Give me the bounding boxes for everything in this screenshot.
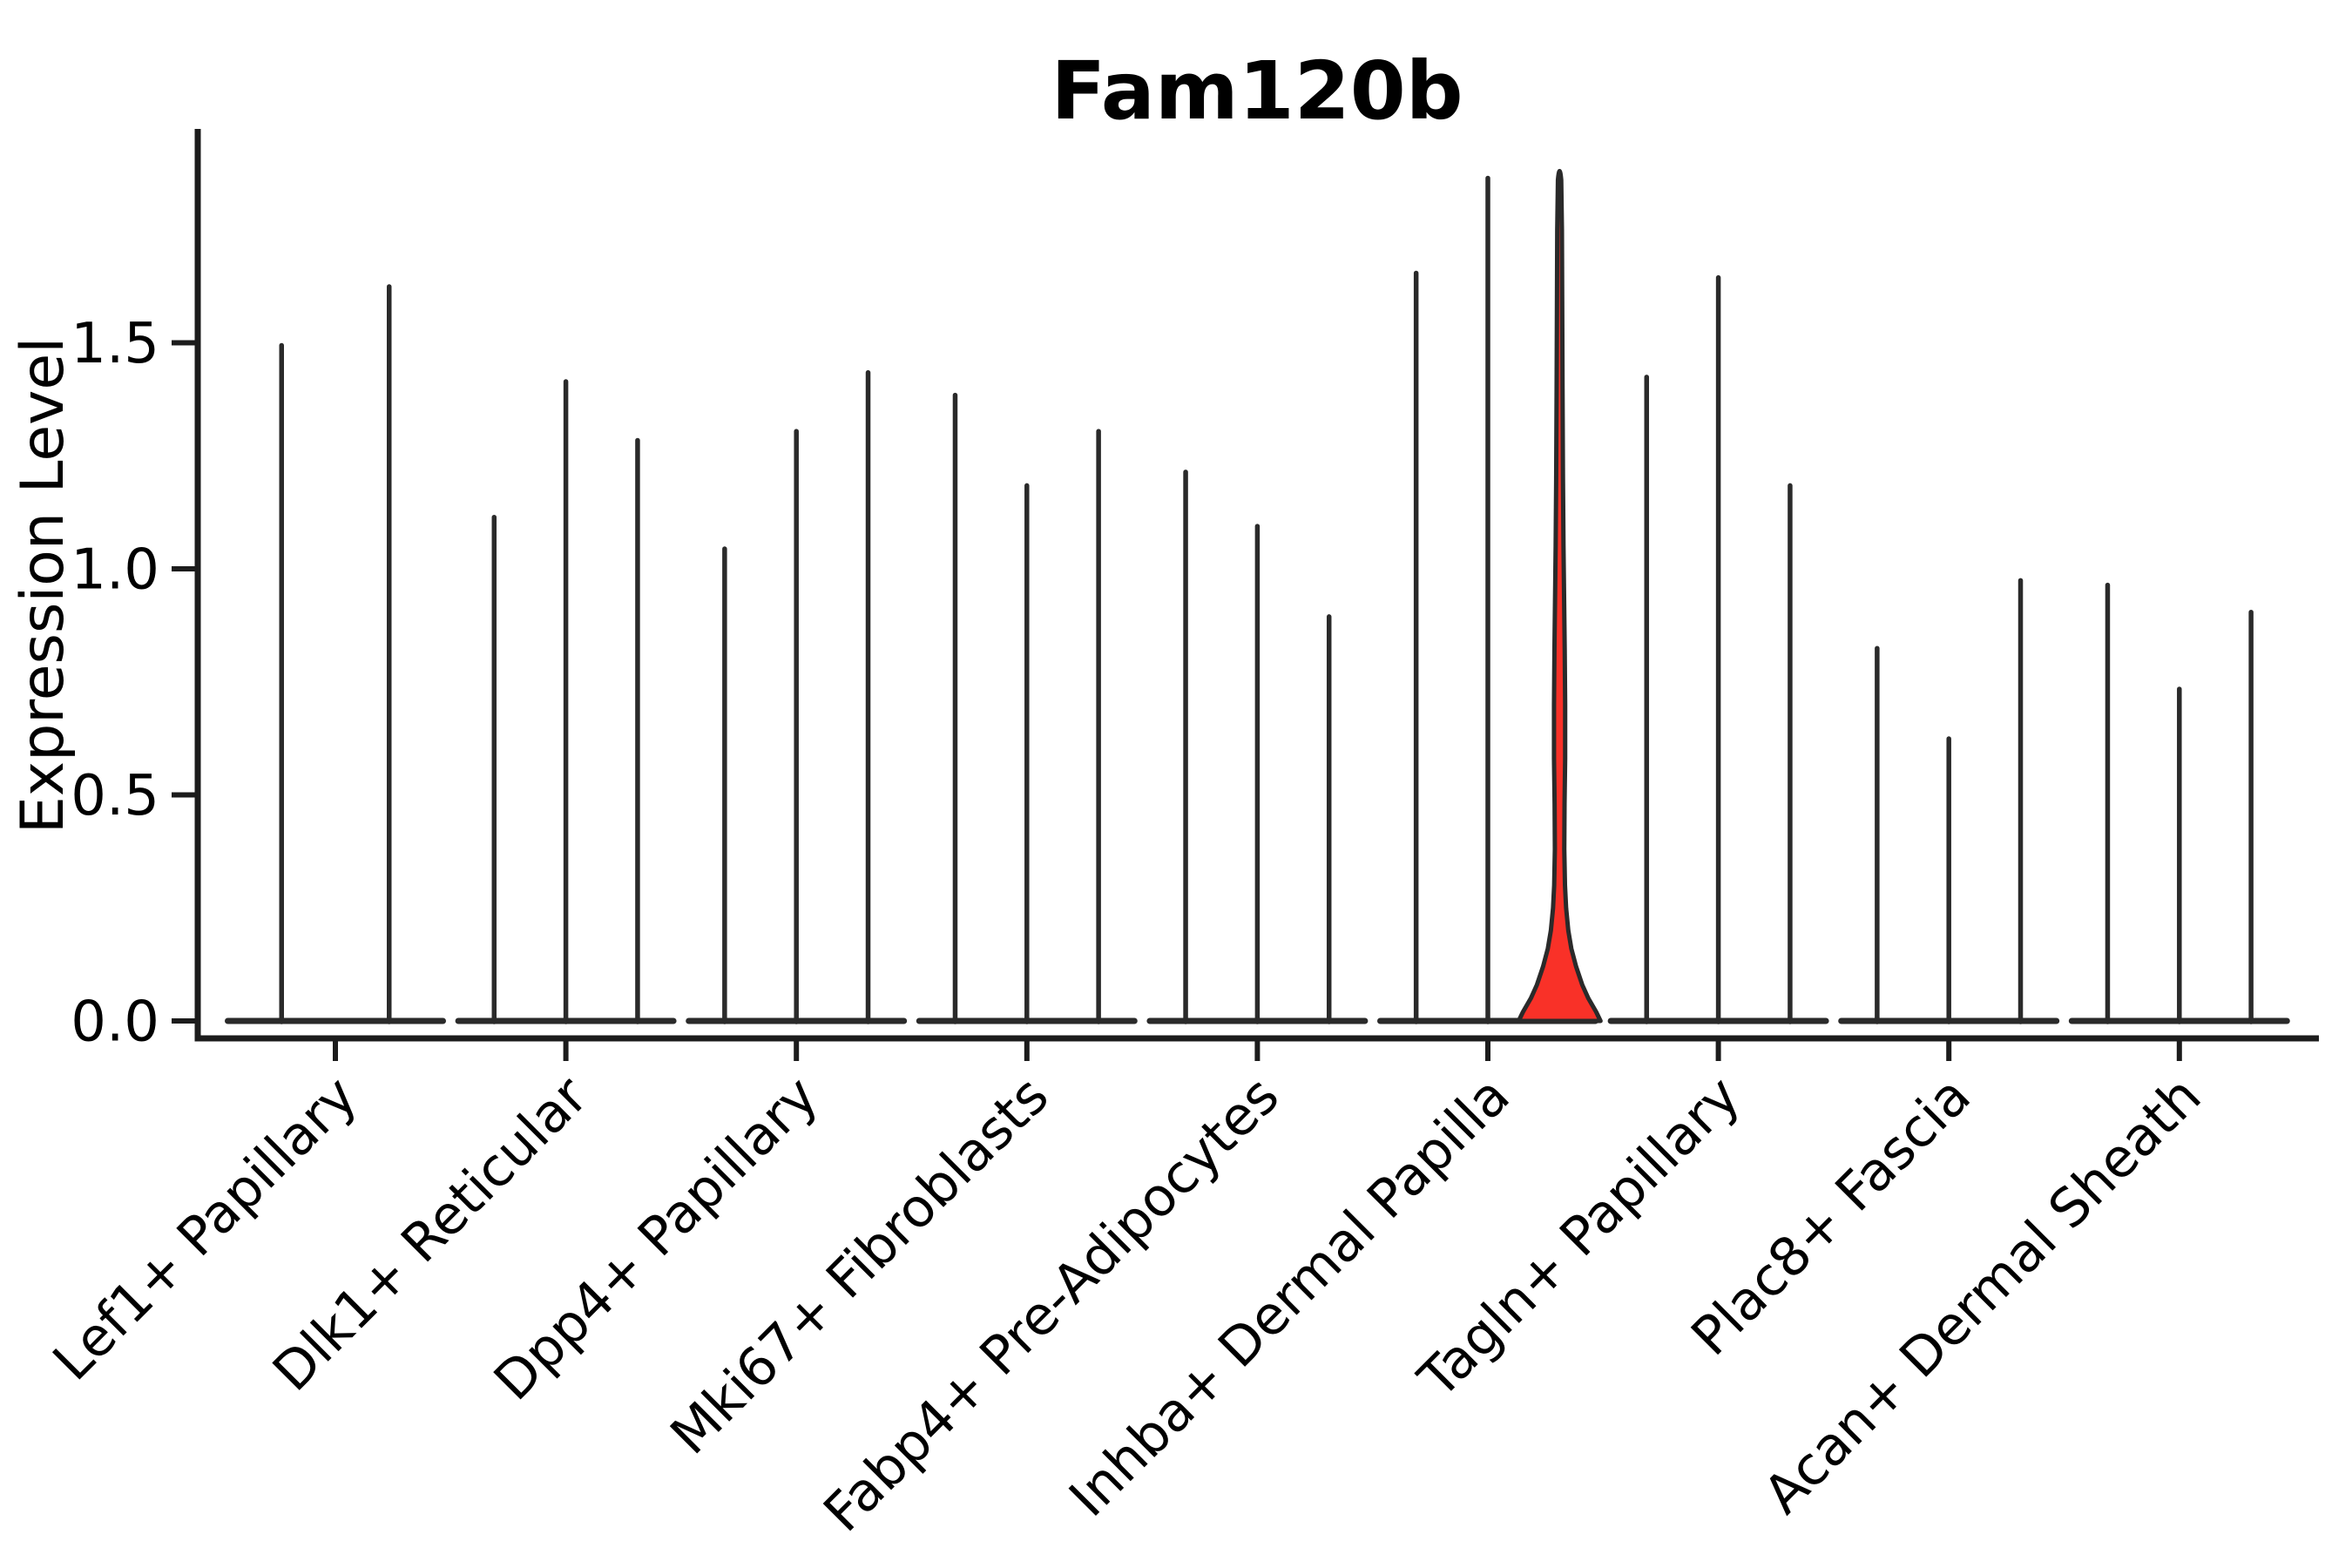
x-category-label: Inhba+ Dermal Papilla xyxy=(1058,1064,1521,1528)
y-tick-label: 0.0 xyxy=(71,990,159,1054)
x-category-label: Mki67+ Fibroblasts xyxy=(659,1064,1060,1466)
highlight-violin xyxy=(1516,168,1603,1024)
x-category-label: Acan+ Dermal Sheath xyxy=(1752,1064,2213,1525)
y-axis-label: Expression Level xyxy=(9,337,78,834)
y-tick-label: 1.5 xyxy=(71,312,159,376)
y-tick-label: 0.5 xyxy=(71,764,159,828)
x-category-label: Fabp4+ Pre-Adipocytes xyxy=(812,1064,1291,1544)
chart-title: Fam120b xyxy=(1051,44,1463,138)
y-tick-label: 1.0 xyxy=(71,537,159,602)
